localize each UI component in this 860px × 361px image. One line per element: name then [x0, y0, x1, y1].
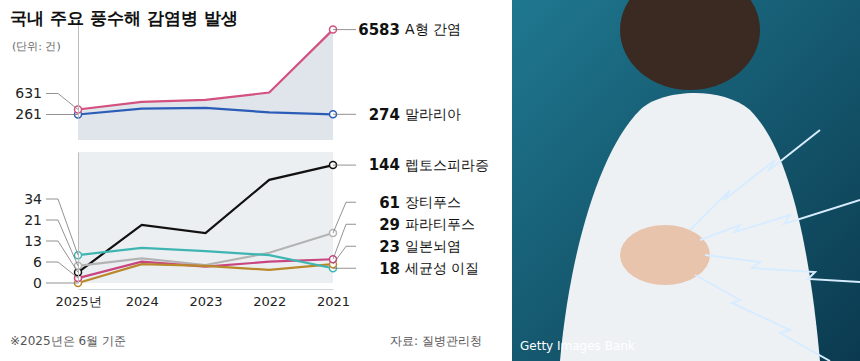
- x-tick: 2024: [126, 289, 159, 309]
- x-tick: 2022: [253, 289, 286, 309]
- x-axis: 2025년 2024 2023 2022 2021: [55, 289, 350, 309]
- data-label: 34: [24, 191, 42, 207]
- x-tick-label: 2024: [126, 294, 159, 309]
- series-name: A형 간염: [405, 21, 461, 37]
- leader-line: [333, 114, 356, 115]
- series-name: 말라리아: [405, 106, 461, 122]
- leader-line: [46, 93, 78, 109]
- title: 국내 주요 풍수해 감염병 발생: [10, 8, 238, 28]
- data-label: 274: [369, 106, 400, 124]
- series-line: [78, 108, 333, 115]
- data-label: 21: [24, 212, 42, 228]
- data-label: 0: [33, 275, 42, 291]
- panel: 2025년 2024 2023 2022 2021 0 6 13 21 34 18 세균성 이질 23 일…: [24, 152, 489, 309]
- series-line: [78, 30, 333, 110]
- markers: [75, 162, 337, 287]
- data-label: 631: [15, 85, 42, 101]
- series-name: 렙토스피라증: [405, 157, 489, 173]
- series-line: [78, 248, 333, 268]
- series-name: 장티푸스: [405, 194, 461, 210]
- x-tick-label: 2022: [253, 294, 286, 309]
- leader-line: [46, 241, 78, 272]
- leader-line: [333, 165, 356, 166]
- chart-root: Getty Images Bank 261 631 274 말라리아 6583 A형 간염 국…: [0, 0, 860, 361]
- y-axis-line: [78, 25, 79, 119]
- panel: 261 631 274 말라리아 6583 A형 간염: [15, 21, 461, 140]
- data-label: 13: [24, 233, 42, 249]
- source: 자료: 질병관리청: [390, 334, 482, 348]
- photo-bolt: [695, 275, 830, 361]
- plot-area: [75, 162, 337, 287]
- y-axis: [78, 25, 79, 119]
- data-label: 29: [379, 216, 400, 234]
- markers: [75, 26, 337, 118]
- x-tick-label: 2021: [317, 294, 350, 309]
- subtitle: (단위: 건): [12, 40, 61, 53]
- series-name: 일본뇌염: [405, 238, 461, 254]
- photo-credit: Getty Images Bank: [520, 339, 635, 353]
- series-name: 세균성 이질: [405, 260, 479, 276]
- photo: Getty Images Bank: [512, 0, 860, 361]
- leader-line: [333, 268, 356, 269]
- leader-line: [333, 224, 356, 259]
- photo-bolt: [690, 130, 820, 230]
- photo-hair: [620, 0, 760, 90]
- data-label: 144: [369, 156, 400, 174]
- y-axis-line: [78, 153, 79, 284]
- y-axis: [78, 153, 79, 284]
- panel-background: [78, 152, 333, 283]
- data-label: 261: [15, 106, 42, 122]
- x-tick: 2025년: [55, 289, 101, 309]
- data-label: 23: [379, 238, 400, 256]
- labels: 0 6 13 21 34 18 세균성 이질 23 일본뇌염 29 파라티푸스 61 장티푸스 144 렙토…: [24, 156, 489, 291]
- photo-bolt: [700, 200, 860, 240]
- leader-line: [46, 220, 78, 266]
- photo-figure: [560, 93, 820, 361]
- labels: 261 631 274 말라리아 6583 A형 간염: [15, 21, 461, 124]
- data-label: 18: [379, 260, 400, 278]
- leader-line: [46, 199, 78, 255]
- series-name: 파라티푸스: [405, 216, 475, 232]
- data-label: 6: [33, 254, 42, 270]
- data-label: 61: [379, 194, 400, 212]
- x-tick: 2021: [317, 289, 350, 309]
- series-line: [78, 165, 333, 272]
- footnote: ※2025년은 6월 기준: [10, 334, 126, 348]
- photo-bolt: [705, 255, 860, 282]
- leader-line: [46, 283, 78, 284]
- x-tick-label: 2025년: [55, 294, 101, 309]
- data-label: 6583: [358, 21, 400, 39]
- leader-line: [46, 114, 78, 115]
- leader-line: [333, 202, 356, 233]
- plot-area: [75, 26, 337, 118]
- series-line: [78, 264, 333, 283]
- x-axis-line: [79, 289, 334, 290]
- leader-line: [333, 29, 356, 30]
- area-fill: [78, 30, 333, 140]
- x-tick: 2023: [189, 289, 222, 309]
- x-tick-label: 2023: [189, 294, 222, 309]
